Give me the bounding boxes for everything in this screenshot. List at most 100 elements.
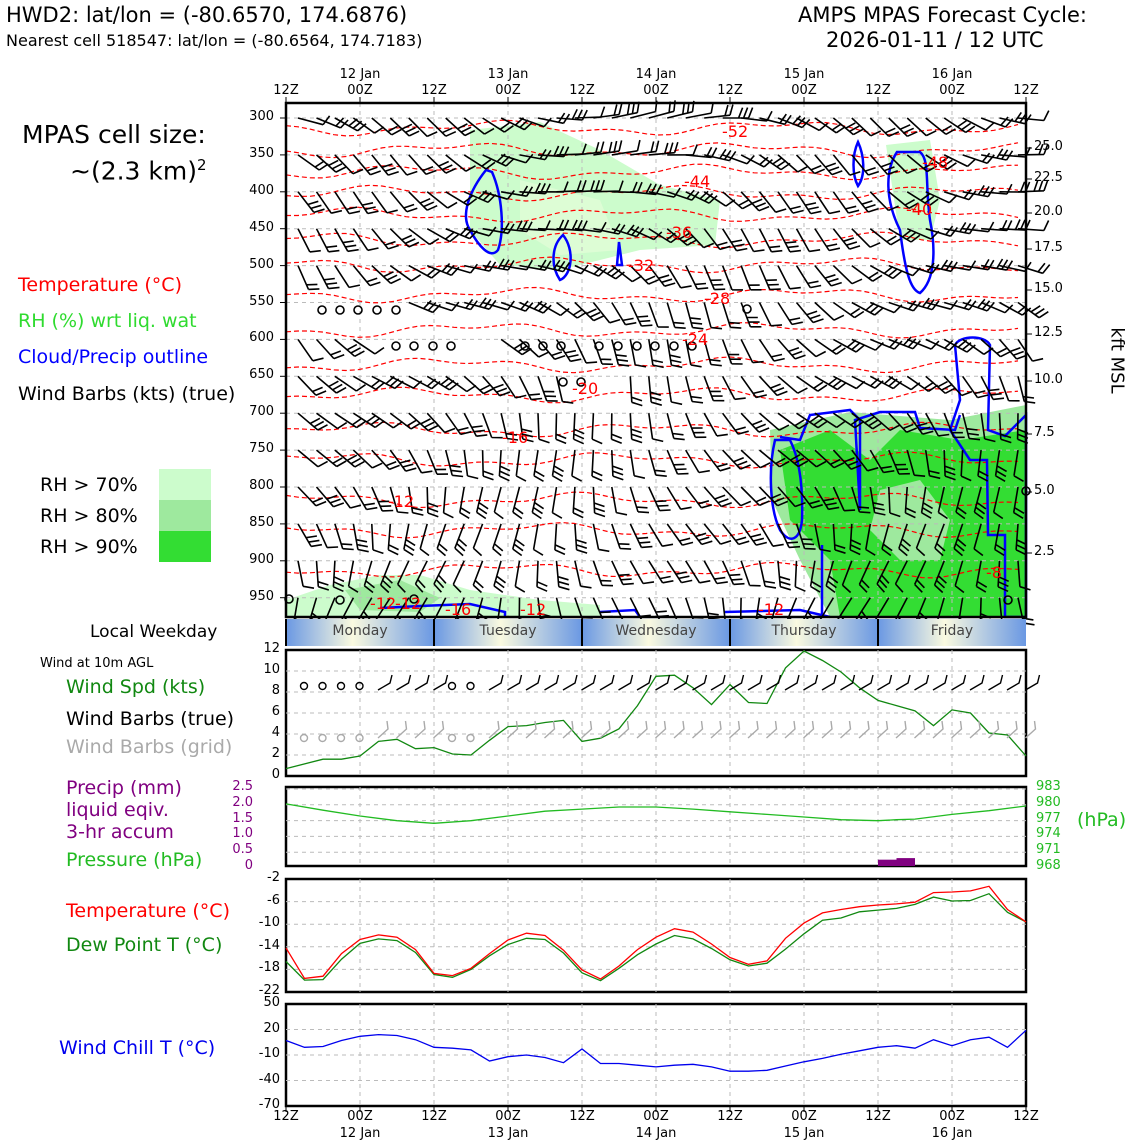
wind-barb bbox=[684, 302, 704, 330]
wind-barb bbox=[352, 523, 369, 553]
temperature-contour-label: -12 bbox=[388, 492, 415, 511]
panel-y-tick: 977 bbox=[255, 812, 280, 827]
grid-wind-barb bbox=[821, 720, 833, 739]
wind-barb bbox=[629, 413, 643, 444]
wind-barb bbox=[611, 523, 632, 550]
wind-barb bbox=[334, 523, 354, 551]
wind-barb bbox=[925, 154, 957, 170]
wind-barb bbox=[500, 259, 533, 271]
grid-wind-barb bbox=[507, 720, 519, 739]
legend-barbs-grid: Wind Barbs (grid) bbox=[66, 736, 233, 758]
wind-barb bbox=[408, 191, 438, 211]
precip-left-tick: 2.5 bbox=[232, 779, 253, 794]
weekday-cell bbox=[730, 619, 878, 646]
wind-barb bbox=[515, 450, 527, 482]
wind-barb bbox=[685, 560, 711, 584]
wind-barb bbox=[648, 413, 664, 443]
wind-barb bbox=[482, 258, 515, 271]
pressure-panel bbox=[284, 785, 1028, 868]
top-time-tick: 00Z bbox=[495, 83, 521, 98]
wind-barb bbox=[703, 486, 732, 508]
cloud-outline-1 bbox=[464, 168, 504, 255]
temperature-contour-label: -44 bbox=[684, 172, 711, 191]
top-time-tick: 12Z bbox=[569, 83, 595, 98]
top-date-label: 12 Jan bbox=[339, 67, 381, 82]
wind-barb bbox=[925, 338, 958, 352]
wind-barb bbox=[758, 228, 783, 253]
wind-barb bbox=[592, 339, 614, 366]
wind-barb bbox=[482, 117, 514, 133]
wind-barb bbox=[777, 228, 801, 253]
height-kft-label: 7.5 bbox=[1034, 425, 1055, 440]
wind-barb bbox=[315, 486, 345, 508]
wind-barb bbox=[352, 154, 381, 176]
wind-barb bbox=[721, 412, 749, 435]
wind-barb bbox=[574, 560, 592, 589]
wind-barb bbox=[315, 154, 347, 173]
temperature-contour bbox=[285, 119, 1019, 137]
wind-barb bbox=[925, 412, 950, 437]
precip-left-tick: 1.5 bbox=[232, 810, 253, 826]
weekday-label: Thursday bbox=[771, 623, 837, 639]
wind-barb bbox=[758, 486, 789, 507]
grid-wind-barb bbox=[747, 720, 759, 739]
wind-barb bbox=[315, 560, 330, 591]
wind-barb bbox=[740, 449, 771, 469]
wind-barb bbox=[571, 450, 582, 482]
wind-barb bbox=[703, 339, 722, 367]
panel-y-tick: -40 bbox=[258, 1071, 280, 1087]
pressure-level-label: 450 bbox=[249, 219, 274, 235]
wind-barb bbox=[992, 486, 1004, 520]
legend-temperature: Temperature (°C) bbox=[18, 274, 182, 296]
wind-barb bbox=[915, 523, 927, 557]
grid-wind-barb bbox=[969, 720, 981, 739]
cloud-outline-6 bbox=[948, 336, 1028, 619]
wind-barb bbox=[721, 523, 750, 546]
precip-left-tick: 2.0 bbox=[232, 794, 253, 810]
wind-barb bbox=[537, 376, 558, 402]
wind-barb bbox=[371, 228, 399, 250]
wind-barb bbox=[514, 560, 526, 593]
surface-wind-barb bbox=[784, 674, 800, 691]
top-time-tick: 12Z bbox=[1013, 83, 1039, 98]
grid-wind-barb bbox=[895, 720, 907, 739]
surface-wind-barb bbox=[840, 674, 856, 691]
wind-barb bbox=[519, 182, 551, 195]
height-kft-label: 22.5 bbox=[1034, 170, 1063, 185]
wind-barb bbox=[574, 179, 606, 193]
wind-barb bbox=[442, 486, 454, 519]
surface-wind-barb bbox=[636, 674, 652, 691]
wind-barb bbox=[389, 117, 420, 137]
surface-wind-barb bbox=[821, 674, 837, 691]
calm-circle bbox=[594, 341, 604, 351]
wind-barb bbox=[500, 153, 534, 164]
wind-barb bbox=[920, 486, 934, 519]
temperature-contour-label: -16 bbox=[502, 428, 529, 447]
wind-barb bbox=[574, 301, 604, 322]
wind-barb bbox=[648, 376, 663, 406]
wind-barb bbox=[396, 560, 410, 593]
surface-wind-barb bbox=[951, 674, 967, 691]
hpa-unit-label: (hPa) bbox=[1077, 809, 1127, 831]
wind-barb bbox=[426, 412, 456, 434]
surface-wind-barb bbox=[710, 674, 726, 691]
wind-barb bbox=[832, 117, 864, 136]
wind-barb bbox=[777, 523, 801, 549]
pressure-level-label: 900 bbox=[249, 551, 274, 567]
precip-bar bbox=[878, 859, 897, 866]
wind-barb bbox=[334, 117, 367, 132]
calm-circles bbox=[284, 304, 1031, 605]
pressure-level-label: 600 bbox=[249, 330, 274, 346]
pressure-level-label: 400 bbox=[249, 182, 274, 198]
wind-barb bbox=[833, 338, 866, 353]
wind-barb bbox=[297, 523, 323, 548]
grid-wind-barb bbox=[914, 720, 926, 739]
surface-wind-barb bbox=[396, 674, 412, 691]
panel-y-tick: -22 bbox=[258, 983, 280, 998]
wind-barb bbox=[667, 100, 695, 119]
wind-barb bbox=[611, 302, 637, 326]
wind-barb bbox=[648, 141, 679, 156]
bottom-time-tick: 12Z bbox=[865, 1109, 891, 1124]
wind-barb bbox=[795, 486, 823, 509]
wind-barb bbox=[408, 264, 441, 279]
